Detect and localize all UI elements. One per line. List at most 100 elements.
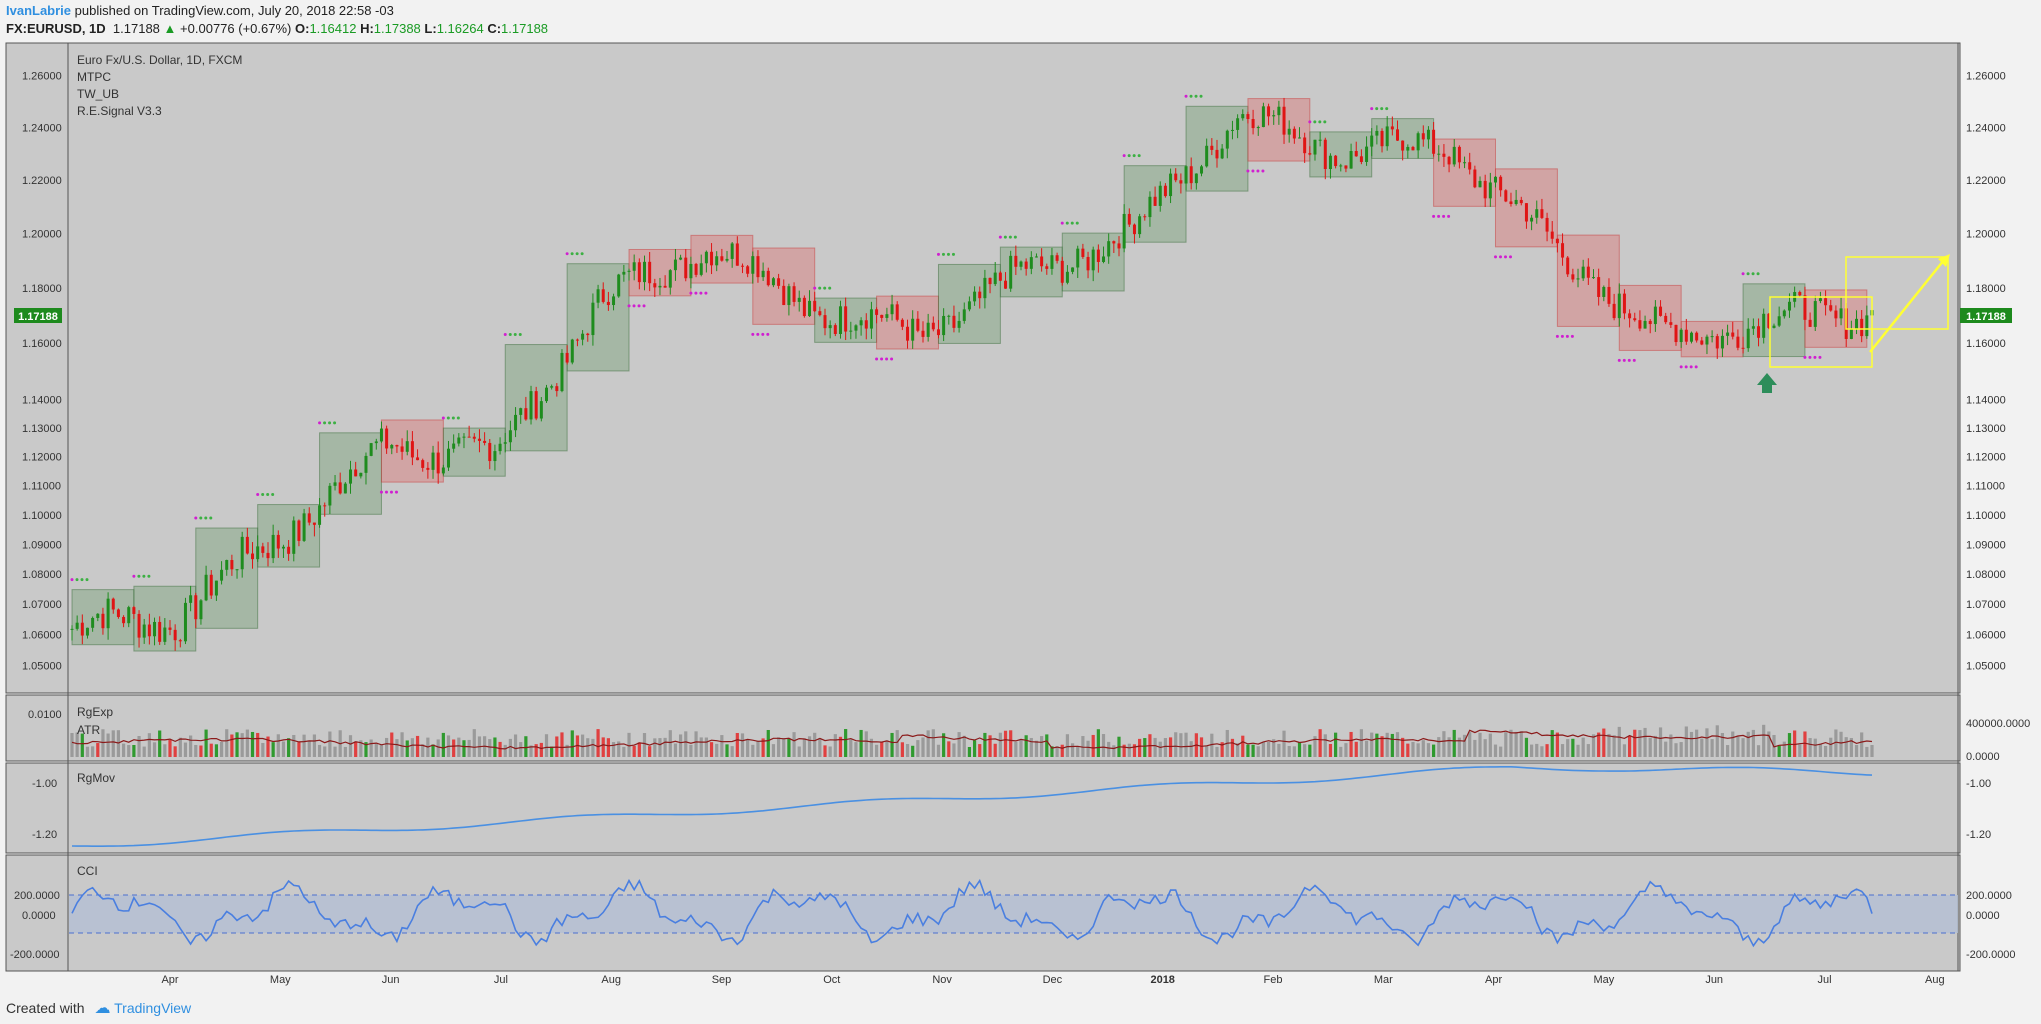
candle-body xyxy=(1834,310,1838,319)
signal-dot xyxy=(70,578,74,582)
candle-body xyxy=(689,263,693,279)
candle-body xyxy=(503,442,507,444)
price-change: +0.00776 (+0.67%) xyxy=(180,21,292,36)
indicator-tw-ub[interactable]: TW_UB xyxy=(77,87,119,101)
candle-body xyxy=(1339,165,1343,167)
candle-body xyxy=(1138,216,1142,235)
signal-dot xyxy=(1132,154,1136,158)
candle-body xyxy=(457,437,461,444)
author-link[interactable]: IvanLabrie xyxy=(6,3,72,18)
rgexp-bar xyxy=(1101,734,1106,757)
candle-body xyxy=(261,546,265,553)
signal-dot xyxy=(384,490,388,494)
price-pane[interactable] xyxy=(5,42,1961,694)
signal-dot xyxy=(761,332,765,336)
candle-body xyxy=(720,256,724,261)
rgexp-bar xyxy=(1581,737,1585,757)
candle-body xyxy=(632,262,636,271)
candle-body xyxy=(988,277,992,285)
candle-body xyxy=(498,443,502,452)
rgexp-bar xyxy=(1576,744,1580,757)
open-value: 1.16412 xyxy=(309,21,357,36)
last-price: 1.17188 xyxy=(112,21,160,36)
rgexp-bar xyxy=(942,733,946,757)
time-tick: Sep xyxy=(712,974,732,986)
candle-body xyxy=(390,445,394,449)
candle-body xyxy=(1411,146,1415,151)
rgexp-bar xyxy=(415,735,420,757)
indicator-re-signal[interactable]: R.E.Signal V3.3 xyxy=(77,104,162,118)
rgexp-bar xyxy=(998,732,1002,757)
candle-body xyxy=(379,428,383,442)
rgexp-bar xyxy=(1493,744,1498,757)
candle-body xyxy=(1519,199,1523,204)
signal-dot xyxy=(1122,154,1126,158)
rgmov-pane[interactable] xyxy=(5,762,1961,854)
candle-body xyxy=(859,320,863,326)
candle-body xyxy=(276,534,280,549)
candle-body xyxy=(1071,267,1075,272)
candle-body xyxy=(663,285,667,288)
candle-body xyxy=(359,472,363,477)
low-key: L: xyxy=(424,21,437,36)
rgexp-bar xyxy=(1277,743,1281,757)
rgexp-bar xyxy=(1210,733,1214,757)
time-tick: Aug xyxy=(1925,974,1945,986)
range-box-annotation[interactable] xyxy=(1769,296,1873,368)
candle-body xyxy=(354,469,358,477)
candle-body xyxy=(328,485,332,506)
rgexp-bar xyxy=(988,735,992,757)
candle-body xyxy=(606,301,610,306)
candle-body xyxy=(1808,319,1812,327)
time-tick: Jun xyxy=(1705,974,1723,986)
signal-dot xyxy=(1323,120,1327,124)
candle-body xyxy=(1086,256,1090,271)
signal-dot xyxy=(204,516,208,520)
candle-body xyxy=(349,469,353,484)
rgexp-bar xyxy=(1818,743,1823,757)
rgexp-bar xyxy=(1854,744,1859,757)
rgexp-bar xyxy=(1174,732,1178,757)
rgexp-bar xyxy=(529,745,533,757)
rgexp-bar xyxy=(776,737,781,757)
price-tick-right: 1.22000 xyxy=(1966,175,2006,187)
rgexp-bar xyxy=(1741,738,1745,757)
candle-body xyxy=(1220,148,1224,159)
cci-right-tick-2: 0.0000 xyxy=(1966,910,2000,922)
signal-dot xyxy=(632,304,636,308)
rgexp-bar xyxy=(1437,737,1441,757)
close-key: C: xyxy=(487,21,502,36)
candle-body xyxy=(1669,322,1673,325)
candle-body xyxy=(916,318,920,331)
rgexp-bar xyxy=(1199,737,1204,757)
signal-dot xyxy=(333,421,337,425)
candle-body xyxy=(1034,256,1038,258)
candle-body xyxy=(787,286,791,306)
rgexp-bar xyxy=(1184,732,1188,757)
projection-arrow[interactable] xyxy=(1869,259,1945,353)
candle-body xyxy=(333,482,337,486)
candle-body xyxy=(926,322,930,337)
signal-dot xyxy=(75,578,79,582)
signal-dot xyxy=(266,493,270,497)
candle-body xyxy=(1818,298,1822,302)
rgexp-bar xyxy=(596,729,600,757)
rgexp-bar xyxy=(1689,731,1694,757)
rgmov-right-tick-2: -1.20 xyxy=(1966,829,1991,841)
tradingview-link[interactable]: TradingView xyxy=(114,1000,192,1016)
signal-dot xyxy=(1756,272,1760,276)
signal-dot xyxy=(1184,94,1188,98)
rgexp-bar xyxy=(1545,744,1549,757)
candle-body xyxy=(194,595,198,620)
indicator-mtpc[interactable]: MTPC xyxy=(77,70,111,84)
price-tick-right: 1.06000 xyxy=(1966,630,2006,642)
rgexp-bar xyxy=(1122,744,1126,757)
rgexp-bar xyxy=(1695,729,1699,757)
time-tick: Apr xyxy=(1485,974,1502,986)
candle-body xyxy=(1169,173,1173,197)
rgexp-bar xyxy=(96,743,100,757)
target-box-annotation[interactable] xyxy=(1845,256,1949,330)
candle-body xyxy=(1829,305,1833,311)
candle-body xyxy=(292,520,296,554)
